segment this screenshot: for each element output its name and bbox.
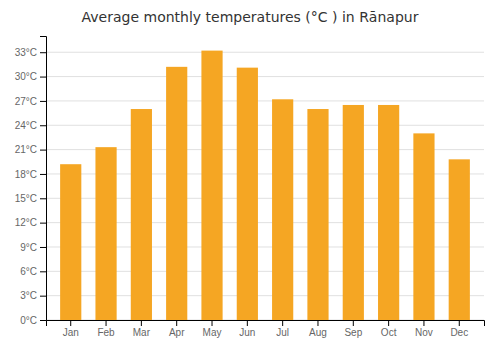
y-tick: 24°C: [15, 120, 46, 131]
x-tick: Sep: [344, 320, 362, 338]
y-tick-label: 12°C: [15, 217, 37, 228]
x-tick: May: [203, 320, 222, 338]
x-tick-mark: [247, 320, 248, 326]
x-tick-mark: [388, 320, 389, 326]
chart-title: Average monthly temperatures (°C ) in Rā…: [82, 9, 419, 25]
y-tick-label: 24°C: [15, 120, 37, 131]
y-tick-mark: [40, 320, 46, 321]
x-tick-mark: [176, 320, 177, 326]
x-tick-label: Dec: [450, 327, 468, 338]
x-tick: Mar: [133, 320, 151, 338]
y-axis: 0°C 3°C 6°C 9°C 12°C 15°C 18°C 21°C 24°C 27°C 30°C…: [15, 37, 47, 326]
bars: [60, 51, 470, 320]
x-tick-label: Mar: [133, 327, 151, 338]
x-axis: Jan Feb Mar Apr May Jun Jul Aug Sep Oct Nov Dec: [47, 320, 485, 338]
bar: [449, 159, 470, 320]
x-tick-mark: [353, 320, 354, 326]
x-tick: Jan: [63, 320, 79, 338]
y-tick: 33°C: [15, 47, 46, 58]
x-tick-mark: [141, 320, 142, 326]
y-tick-label: 6°C: [20, 266, 37, 277]
x-tick-mark: [317, 320, 318, 326]
y-tick-mark: [40, 223, 46, 224]
x-tick: Aug: [309, 320, 327, 338]
y-tick-mark: [40, 271, 46, 272]
bar: [343, 105, 364, 320]
y-tick-label: 30°C: [15, 71, 37, 82]
x-tick: Dec: [450, 320, 468, 338]
y-tick: 27°C: [15, 96, 46, 107]
chart-svg: Average monthly temperatures (°C ) in Rā…: [0, 0, 500, 350]
grid-line: [46, 125, 484, 126]
x-tick-mark: [423, 320, 424, 326]
chart-container: Average monthly temperatures (°C ) in Rā…: [0, 0, 500, 350]
grid-line: [46, 100, 484, 101]
x-tick: Apr: [169, 320, 185, 338]
y-tick-label: 3°C: [20, 290, 37, 301]
bar: [413, 133, 434, 320]
x-tick-mark: [282, 320, 283, 326]
x-tick-label: May: [203, 327, 222, 338]
x-tick: Jul: [276, 320, 289, 338]
y-tick: 30°C: [15, 71, 46, 82]
x-tick: Oct: [381, 320, 397, 338]
bar: [131, 109, 152, 320]
grid-line: [46, 52, 484, 53]
x-tick-mark: [106, 320, 107, 326]
y-tick-label: 21°C: [15, 144, 37, 155]
y-tick-label: 0°C: [20, 315, 37, 326]
y-tick-label: 9°C: [20, 242, 37, 253]
y-tick: 12°C: [15, 217, 46, 228]
x-tick: Jun: [239, 320, 255, 338]
y-tick: 15°C: [15, 193, 46, 204]
plot-area: Jan Feb Mar Apr May Jun Jul Aug Sep Oct Nov Dec 0°C 3…: [15, 37, 485, 339]
bar: [60, 164, 81, 320]
bar: [95, 147, 116, 320]
y-tick-mark: [40, 101, 46, 102]
y-tick: 21°C: [15, 144, 46, 155]
bar: [166, 67, 187, 320]
x-tick: Nov: [415, 320, 433, 338]
y-tick-mark: [40, 296, 46, 297]
bar: [272, 99, 293, 320]
bar: [307, 109, 328, 320]
y-tick: 9°C: [20, 242, 46, 253]
x-tick-label: Aug: [309, 327, 327, 338]
x-tick-label: Jun: [239, 327, 255, 338]
x-axis-line: [47, 321, 485, 327]
x-tick-label: Nov: [415, 327, 433, 338]
y-tick-mark: [40, 198, 46, 199]
y-tick: 6°C: [20, 266, 46, 277]
bar: [201, 51, 222, 320]
y-tick: 18°C: [15, 169, 46, 180]
x-tick-mark: [212, 320, 213, 326]
x-tick-mark: [459, 320, 460, 326]
grid-line: [46, 76, 484, 77]
x-tick-label: Sep: [344, 327, 362, 338]
x-tick-mark: [70, 320, 71, 326]
y-tick: 0°C: [20, 315, 46, 326]
x-tick: Feb: [97, 320, 115, 338]
y-tick-mark: [40, 125, 46, 126]
bar: [378, 105, 399, 320]
x-tick-label: Oct: [381, 327, 397, 338]
x-tick-label: Apr: [169, 327, 185, 338]
y-tick-mark: [40, 174, 46, 175]
y-tick: 3°C: [20, 290, 46, 301]
y-tick-mark: [40, 52, 46, 53]
y-tick-mark: [40, 247, 46, 248]
y-tick-label: 33°C: [15, 47, 37, 58]
y-tick-mark: [40, 150, 46, 151]
x-tick-label: Feb: [97, 327, 115, 338]
y-tick-label: 18°C: [15, 169, 37, 180]
grid: [46, 52, 484, 320]
y-tick-mark: [40, 77, 46, 78]
y-axis-line: [40, 37, 47, 321]
x-tick-label: Jan: [63, 327, 79, 338]
y-tick-label: 15°C: [15, 193, 37, 204]
bar: [237, 68, 258, 320]
x-tick-label: Jul: [276, 327, 289, 338]
y-tick-label: 27°C: [15, 96, 37, 107]
